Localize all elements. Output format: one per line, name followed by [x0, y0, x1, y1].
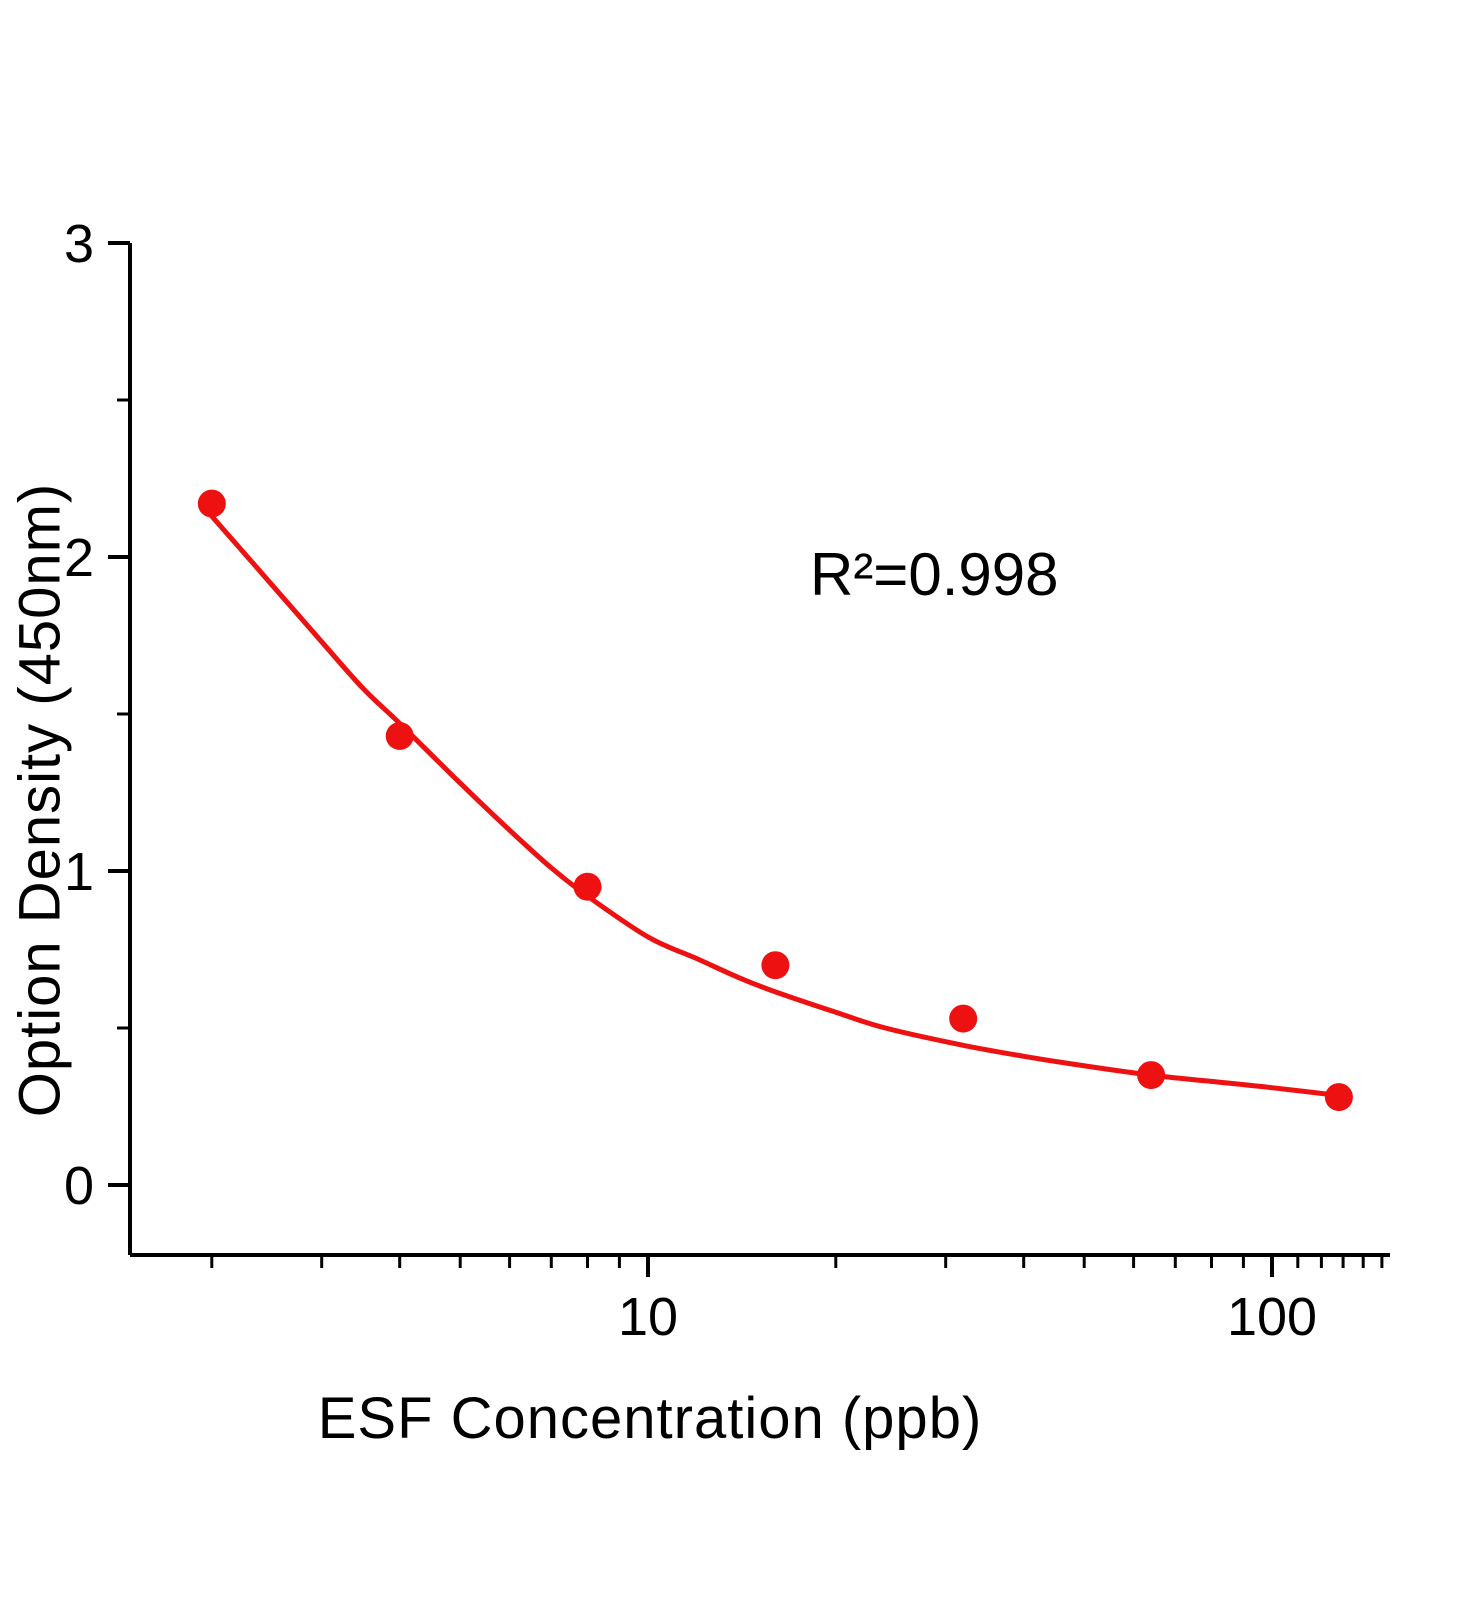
x-axis-label: ESF Concentration (ppb)	[317, 1386, 983, 1451]
data-point	[1324, 1083, 1353, 1112]
data-point	[761, 951, 790, 980]
y-axis-label: Option Density (450nm)	[7, 482, 73, 1118]
data-point	[949, 1004, 978, 1033]
data-point	[1137, 1061, 1166, 1090]
fit-curve	[209, 513, 1342, 1098]
x-tick-label: 100	[1227, 1287, 1317, 1347]
r-squared-annotation: R²=0.998	[810, 541, 1059, 608]
data-point	[197, 489, 226, 518]
y-tick-label: 2	[64, 528, 94, 588]
y-tick-label: 1	[64, 842, 94, 902]
y-tick-label: 0	[64, 1156, 94, 1216]
x-tick-label: 10	[618, 1287, 678, 1347]
data-point	[573, 872, 602, 901]
data-point	[385, 722, 414, 750]
y-tick-label: 3	[64, 214, 94, 274]
